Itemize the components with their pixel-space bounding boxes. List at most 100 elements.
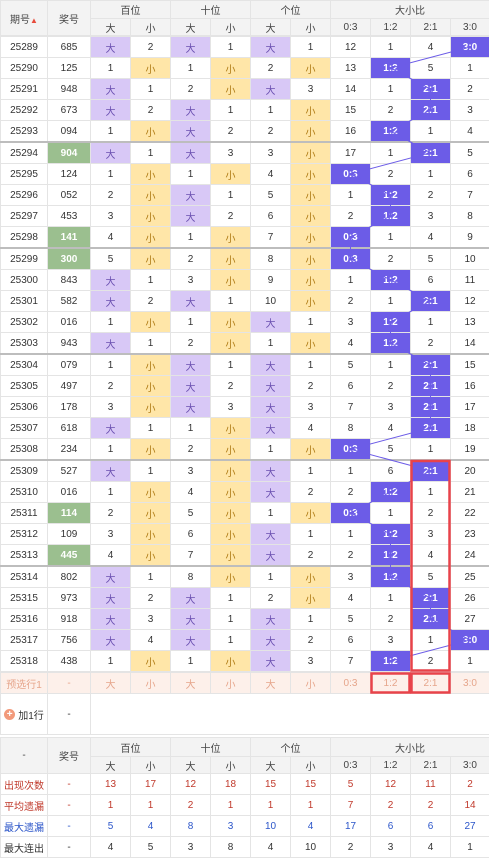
hundreds-small-cell: 小 [131, 651, 171, 672]
units-big-cell: 大 [251, 482, 291, 503]
issue-cell: 25304 [1, 354, 48, 376]
prize-column-header: 奖号 [48, 1, 91, 36]
units-small-miss: 3 [291, 651, 331, 672]
ratio-miss-cell: 16 [331, 121, 371, 143]
prediction-cell[interactable]: 小 [131, 673, 171, 694]
issue-cell: 25309 [1, 460, 48, 482]
prediction-cell[interactable]: 大 [171, 673, 211, 694]
issue-column-header[interactable]: 期号▲ [1, 1, 48, 36]
ratio-miss-cell: 8 [331, 418, 371, 439]
add-row-cell[interactable]: + 加1行 [1, 694, 48, 735]
units-big-miss: 1 [251, 439, 291, 461]
prediction-cell[interactable]: 0:3 [331, 673, 371, 694]
ratio-miss-cell: 1 [411, 121, 451, 143]
issue-cell: 25291 [1, 79, 48, 100]
hundreds-small-miss: 4 [131, 630, 171, 651]
stats-prize: - [48, 837, 91, 858]
units-small-cell: 小 [291, 566, 331, 588]
units-big-cell: 大 [251, 354, 291, 376]
tens-small-cell: 小 [211, 524, 251, 545]
prediction-cell[interactable]: 小 [291, 673, 331, 694]
stats-value: 1 [91, 795, 131, 816]
stats-value: 5 [91, 816, 131, 837]
hundreds-small-cell: 小 [131, 121, 171, 143]
ratio-hit-cell: 2:1 [411, 142, 451, 164]
stats-tens-header: 十位 [171, 738, 251, 757]
issue-cell: 25310 [1, 482, 48, 503]
units-small-cell: 小 [291, 270, 331, 291]
units-big-miss: 8 [251, 248, 291, 270]
prediction-cell[interactable]: 小 [211, 673, 251, 694]
tens-small-miss: 2 [211, 376, 251, 397]
ratio-miss-cell: 24 [451, 545, 489, 567]
prize-cell: 453 [48, 206, 91, 227]
stats-value: 8 [171, 816, 211, 837]
sort-arrow-icon[interactable]: ▲ [30, 16, 38, 25]
hundreds-big-miss: 5 [91, 248, 131, 270]
hundreds-big-cell: 大 [91, 460, 131, 482]
ratio-miss-cell: 6 [451, 164, 489, 185]
tens-small-miss: 1 [211, 630, 251, 651]
stats-sub-header: 3:0 [451, 757, 489, 774]
hundreds-big-cell: 大 [91, 566, 131, 588]
units-big-cell: 大 [251, 609, 291, 630]
sub-header: 小 [291, 19, 331, 36]
ratio-miss-cell: 1 [411, 630, 451, 651]
prize-cell: 685 [48, 37, 91, 58]
prediction-cell[interactable]: 2:1 [411, 673, 451, 694]
add-row-button[interactable]: + 加1行 [4, 707, 44, 722]
ratio-miss-cell: 6 [331, 630, 371, 651]
tens-small-cell: 小 [211, 482, 251, 503]
ratio-hit-cell: 1:2 [371, 206, 411, 227]
hundreds-big-cell: 大 [91, 270, 131, 291]
stats-value: 13 [91, 774, 131, 795]
statistics-table: - 奖号 百位 十位 个位 大小比 大 小 大 小 大 小 0:3 1:2 2:… [0, 737, 489, 858]
units-small-cell: 小 [291, 58, 331, 79]
ratio-miss-cell: 1 [331, 270, 371, 291]
prediction-cell[interactable]: 1:2 [371, 673, 411, 694]
ratio-miss-cell: 2 [411, 333, 451, 355]
hundreds-big-miss: 3 [91, 524, 131, 545]
prediction-cell[interactable]: 大 [91, 673, 131, 694]
sub-header: 大 [171, 19, 211, 36]
units-small-miss: 1 [291, 354, 331, 376]
ratio-miss-cell: 2 [331, 206, 371, 227]
stats-sub-header: 0:3 [331, 757, 371, 774]
units-group-header: 个位 [251, 1, 331, 19]
hundreds-big-miss: 1 [91, 58, 131, 79]
tens-small-cell: 小 [211, 248, 251, 270]
issue-cell: 25314 [1, 566, 48, 588]
add-row-value: - [48, 694, 91, 735]
prediction-cell[interactable]: 3:0 [451, 673, 489, 694]
stats-value: 4 [291, 816, 331, 837]
prize-cell: 438 [48, 651, 91, 672]
units-big-cell: 大 [251, 397, 291, 418]
ratio-miss-cell: 4 [331, 333, 371, 355]
prize-cell: 094 [48, 121, 91, 143]
units-big-cell: 大 [251, 312, 291, 333]
ratio-miss-cell: 15 [331, 100, 371, 121]
ratio-miss-cell: 16 [451, 376, 489, 397]
prediction-cell[interactable]: 大 [251, 673, 291, 694]
tens-big-cell: 大 [171, 206, 211, 227]
hundreds-big-miss: 1 [91, 482, 131, 503]
hundreds-small-miss: 2 [131, 588, 171, 609]
stats-value: 2 [451, 774, 489, 795]
trend-table-header: 期号▲ 奖号 百位 十位 个位 大小比 大 小 大 小 大 小 0:3 1:2 … [0, 0, 489, 36]
ratio-hit-cell: 2:1 [411, 418, 451, 439]
units-big-miss: 1 [251, 566, 291, 588]
tens-small-cell: 小 [211, 79, 251, 100]
sub-header: 0:3 [331, 19, 371, 36]
ratio-miss-cell: 5 [411, 58, 451, 79]
